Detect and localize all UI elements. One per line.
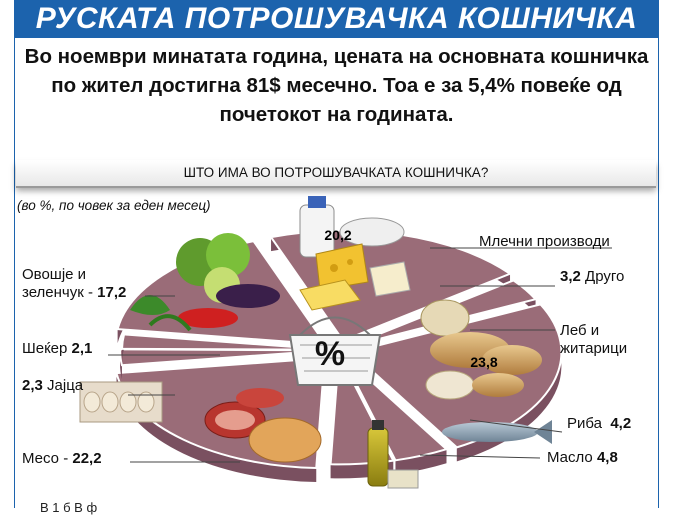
bread-illustration bbox=[420, 299, 542, 400]
basket-icon bbox=[288, 316, 382, 386]
leader-line-fish bbox=[469, 419, 563, 433]
chart-question-banner: ШТО ИМА ВО ПОТРОШУВАЧКАТА КОШНИЧКА? bbox=[16, 160, 656, 186]
subtitle: Во ноември минатата година, цената на ос… bbox=[20, 42, 653, 129]
oil-illustration bbox=[367, 420, 419, 489]
value-label-bread: 23,8 bbox=[470, 354, 497, 370]
vegetables-illustration bbox=[130, 233, 280, 332]
pie-slice-sugar bbox=[121, 333, 333, 351]
eggs-illustration bbox=[79, 381, 163, 423]
label-meat: Месо - 22,2 bbox=[22, 450, 102, 467]
unit-note: (во %, по човек за еден месец) bbox=[17, 198, 211, 213]
pie-slice-side-meat bbox=[116, 373, 317, 483]
subtitle-line-3: почетокот на годината. bbox=[219, 103, 454, 126]
leader-lines bbox=[108, 247, 612, 463]
chart-title: РУСКАТА ПОТРОШУВАЧКА КОШНИЧКА bbox=[14, 0, 659, 38]
label-bread-text: Леб и житарици bbox=[560, 322, 628, 357]
label-oil: Масло 4,8 bbox=[547, 449, 618, 466]
label-eggs: 2,3 Јајца bbox=[22, 377, 84, 394]
subtitle-line-1: Во ноември минатата година, цената на ос… bbox=[24, 45, 649, 68]
dairy-illustration bbox=[299, 196, 411, 311]
value-label-dairy: 20,2 bbox=[324, 227, 351, 243]
label-fish: Риба 4,2 bbox=[567, 415, 632, 432]
label-dairy: Млечни производи bbox=[479, 233, 610, 250]
fish-illustration bbox=[442, 420, 552, 444]
subtitle-line-2: по жител достигна 81$ месечно. Тоа е за … bbox=[51, 74, 622, 97]
label-vegetables: Овошје и зеленчук - 17,2 bbox=[22, 266, 127, 301]
frame-right-border bbox=[658, 38, 659, 508]
percent-symbol: % bbox=[315, 335, 345, 373]
label-bread: Леб и житарици bbox=[560, 322, 640, 358]
meat-illustration bbox=[204, 388, 322, 463]
leader-line-oil bbox=[419, 454, 541, 459]
label-sugar: Шеќер 2,1 bbox=[22, 340, 93, 357]
frame-left-border bbox=[14, 38, 15, 508]
pie-slice-eggs bbox=[119, 348, 331, 367]
label-other: 3,2 Друго bbox=[560, 268, 625, 285]
